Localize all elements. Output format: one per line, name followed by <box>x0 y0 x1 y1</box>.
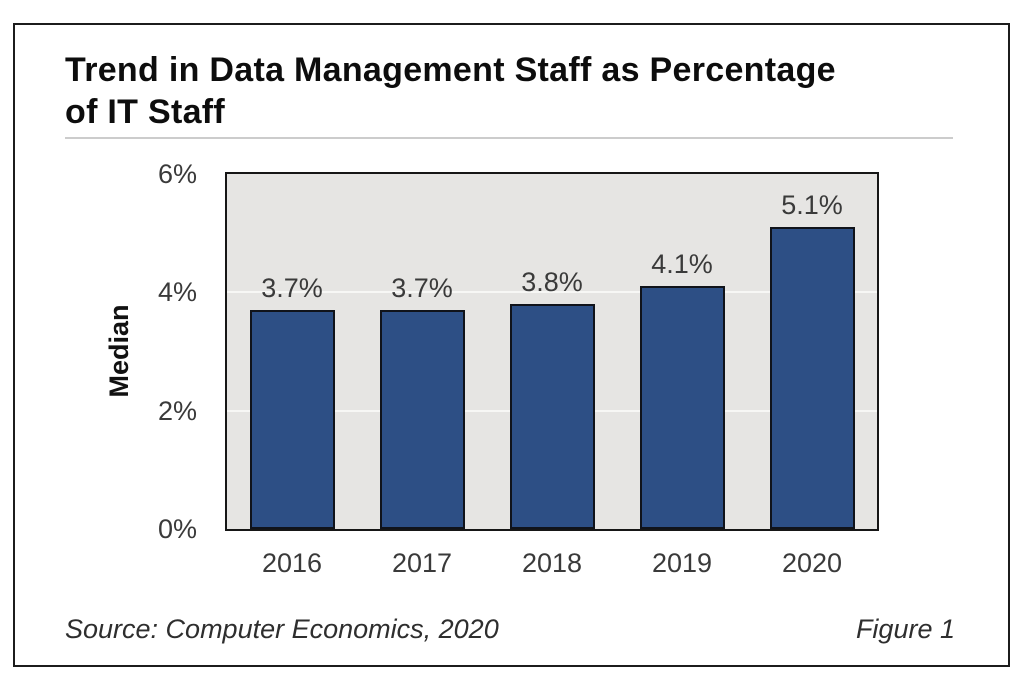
x-tick-2016: 2016 <box>261 548 323 578</box>
bar-value-label-2017: 3.7% <box>391 273 453 304</box>
bar-value-label-2020: 5.1% <box>781 190 843 221</box>
bar-2018 <box>509 304 595 529</box>
bar-value-label-2018: 3.8% <box>521 267 583 298</box>
y-tick-6%: 6% <box>157 159 197 189</box>
y-tick-0%: 0% <box>157 514 197 544</box>
bar-2016 <box>249 310 335 529</box>
bar-2017 <box>379 310 465 529</box>
x-tick-2018: 2018 <box>521 548 583 578</box>
y-tick-2%: 2% <box>157 395 197 426</box>
bar-2020 <box>769 227 855 529</box>
figure-label: Figure 1 <box>855 614 955 644</box>
chart-title-line-1: Trend in Data Management Staff as Percen… <box>65 51 836 89</box>
gridline-4pct <box>227 291 877 294</box>
title-divider <box>65 137 953 139</box>
bar-value-label-2019: 4.1% <box>651 249 713 280</box>
y-axis-title: Median <box>104 304 134 398</box>
chart-title-line-2: of IT Staff <box>65 93 226 131</box>
bar-value-label-2016: 3.7% <box>261 273 323 304</box>
x-tick-2019: 2019 <box>651 548 713 578</box>
chart-title: Trend in Data Management Staff as Percen… <box>65 49 965 133</box>
plot-area: 3.7% 3.7% 3.8% 4.1% 5.1% <box>225 172 879 531</box>
source-note: Source: Computer Economics, 2020 <box>65 614 499 644</box>
bar-2019 <box>639 286 725 529</box>
y-tick-4%: 4% <box>157 277 197 308</box>
x-tick-2017: 2017 <box>391 548 453 578</box>
x-tick-2020: 2020 <box>781 548 843 578</box>
figure-frame: Trend in Data Management Staff as Percen… <box>13 23 1010 667</box>
